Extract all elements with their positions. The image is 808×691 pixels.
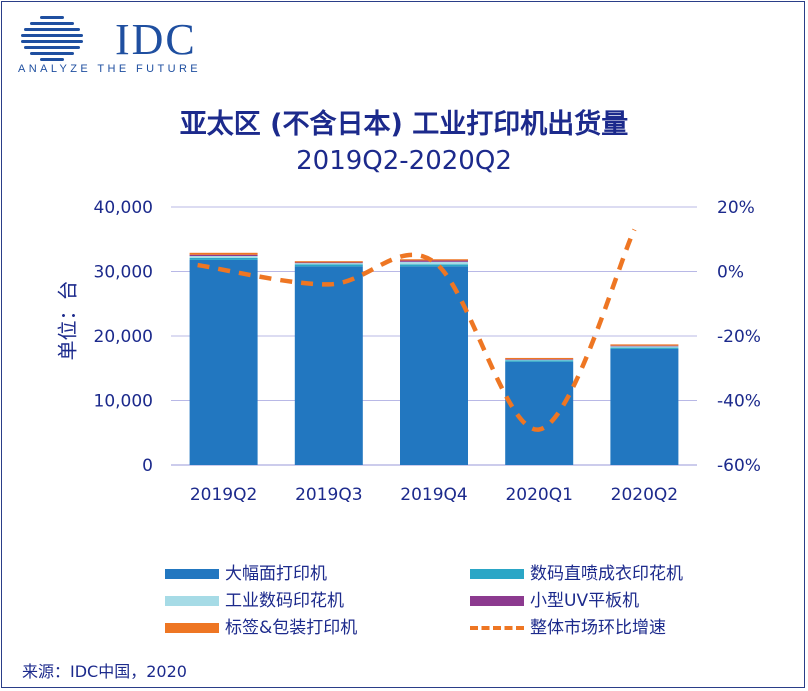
y2-tick-label: -60% <box>717 456 761 476</box>
globe-icon <box>21 16 83 61</box>
bar-segment <box>610 347 679 349</box>
logo-tagline: ANALYZE THE FUTURE <box>18 63 202 75</box>
x-tick-label: 2019Q4 <box>400 485 467 505</box>
bar-segment <box>505 361 574 465</box>
bar-segment <box>610 344 679 346</box>
bar-segment <box>189 256 258 258</box>
y2-tick-label: -40% <box>717 392 761 412</box>
y2-tick-label: 20% <box>717 198 755 218</box>
bar-segment <box>400 264 468 267</box>
y-tick-label: 30,000 <box>94 263 153 283</box>
chart-title: 亚太区 (不含日本) 工业打印机出货量 <box>179 109 629 140</box>
logo-text: IDC <box>115 15 197 64</box>
bar-segment <box>400 261 468 265</box>
bar-segment <box>189 257 258 260</box>
bar-segment <box>505 357 574 360</box>
bar-segment <box>294 261 363 263</box>
y-tick-label: 0 <box>142 456 153 476</box>
bar-segment <box>294 266 363 465</box>
bar-segment <box>400 259 468 261</box>
bar-segment <box>294 264 363 267</box>
bar-segment <box>610 348 679 465</box>
bar-segment <box>189 259 258 465</box>
bar-segment <box>294 263 363 265</box>
y-tick-label: 40,000 <box>94 198 153 218</box>
y2-tick-label: 0% <box>717 263 744 283</box>
y-tick-label: 20,000 <box>94 327 153 347</box>
chart-subtitle: 2019Q2-2020Q2 <box>296 146 512 176</box>
x-tick-label: 2019Q3 <box>295 485 362 505</box>
bar-segment <box>400 266 468 465</box>
bar-segment <box>610 346 679 348</box>
source-note: 来源：IDC中国，2020 <box>22 662 187 681</box>
x-tick-label: 2020Q2 <box>611 485 678 505</box>
bar-segment <box>505 360 574 362</box>
bar-segment <box>505 359 574 361</box>
bar-segment <box>505 359 574 360</box>
idc-logo: IDC ANALYZE THE FUTURE <box>18 12 218 76</box>
bar-segment <box>189 254 258 257</box>
bar-segment <box>400 260 468 262</box>
x-tick-label: 2020Q1 <box>505 485 572 505</box>
x-tick-label: 2019Q2 <box>190 485 257 505</box>
bar-segment <box>294 262 363 264</box>
bar-segment <box>189 252 258 255</box>
growth-line <box>197 228 637 432</box>
bar-segment <box>610 345 679 347</box>
y2-tick-label: -20% <box>717 327 761 347</box>
y-tick-label: 10,000 <box>94 392 153 412</box>
